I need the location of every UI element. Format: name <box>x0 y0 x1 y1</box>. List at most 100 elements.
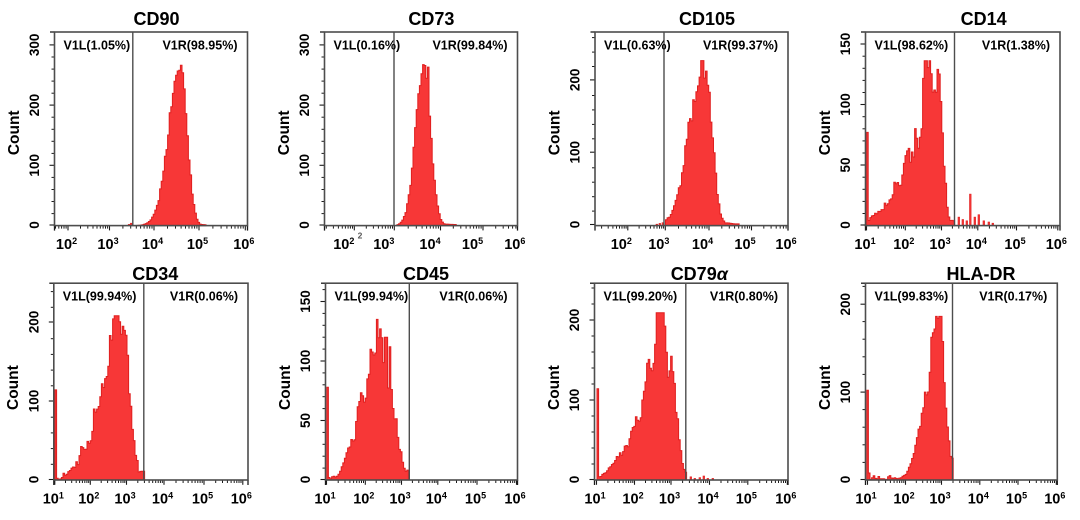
svg-text:V1L(99.20%): V1L(99.20%) <box>604 290 678 304</box>
svg-text:103: 103 <box>114 491 135 508</box>
svg-text:104: 104 <box>426 491 447 508</box>
svg-text:150: 150 <box>838 33 853 56</box>
svg-text:102: 102 <box>893 236 914 253</box>
svg-text:105: 105 <box>736 491 757 508</box>
svg-text:V1R(0.17%): V1R(0.17%) <box>979 290 1047 304</box>
svg-text:200: 200 <box>838 293 853 316</box>
svg-text:CD45: CD45 <box>403 264 449 284</box>
svg-text:106: 106 <box>1044 491 1065 508</box>
svg-text:102: 102 <box>56 236 77 253</box>
svg-text:105: 105 <box>192 491 213 508</box>
svg-text:100: 100 <box>838 93 853 116</box>
svg-text:V1L(0.63%): V1L(0.63%) <box>604 39 671 53</box>
svg-text:101: 101 <box>43 491 64 508</box>
svg-text:150: 150 <box>298 290 313 313</box>
svg-text:0: 0 <box>567 476 582 484</box>
svg-text:CD14: CD14 <box>961 9 1007 29</box>
svg-text:102: 102 <box>78 491 99 508</box>
svg-text:V1R(0.80%): V1R(0.80%) <box>710 290 778 304</box>
svg-text:105: 105 <box>1004 236 1025 253</box>
svg-text:100: 100 <box>297 154 312 177</box>
svg-text:104: 104 <box>152 491 173 508</box>
svg-text:101: 101 <box>854 236 875 253</box>
svg-text:200: 200 <box>26 311 41 334</box>
svg-text:V1L(99.83%): V1L(99.83%) <box>875 290 949 304</box>
svg-text:100: 100 <box>838 381 853 404</box>
svg-text:V1R(99.37%): V1R(99.37%) <box>703 39 778 53</box>
svg-text:106: 106 <box>231 491 252 508</box>
svg-text:100: 100 <box>26 390 41 413</box>
svg-text:200: 200 <box>27 94 42 117</box>
svg-text:104: 104 <box>697 491 718 508</box>
svg-text:0: 0 <box>838 221 853 229</box>
svg-text:Count: Count <box>546 365 563 410</box>
svg-text:Count: Count <box>817 110 834 155</box>
svg-text:103: 103 <box>648 236 669 253</box>
svg-text:105: 105 <box>187 236 208 253</box>
svg-text:V1R(0.06%): V1R(0.06%) <box>439 290 507 304</box>
svg-text:104: 104 <box>968 491 989 508</box>
svg-text:50: 50 <box>298 413 313 428</box>
svg-text:0: 0 <box>838 476 853 484</box>
svg-text:200: 200 <box>568 69 583 92</box>
svg-text:106: 106 <box>775 236 796 253</box>
svg-text:102: 102 <box>893 491 914 508</box>
svg-text:103: 103 <box>659 491 680 508</box>
svg-text:CD105: CD105 <box>679 9 735 29</box>
svg-text:0: 0 <box>297 221 312 229</box>
svg-text:101: 101 <box>584 491 605 508</box>
svg-text:104: 104 <box>142 236 163 253</box>
svg-text:103: 103 <box>929 236 950 253</box>
svg-text:103: 103 <box>389 491 410 508</box>
svg-text:V1R(99.84%): V1R(99.84%) <box>432 39 507 53</box>
svg-text:106: 106 <box>504 236 525 253</box>
svg-text:Count: Count <box>6 110 23 155</box>
svg-text:2: 2 <box>358 231 363 241</box>
svg-text:300: 300 <box>297 34 312 57</box>
svg-text:100: 100 <box>27 154 42 177</box>
svg-text:101: 101 <box>314 491 335 508</box>
svg-text:HLA-DR: HLA-DR <box>947 264 1016 284</box>
svg-text:103: 103 <box>929 491 950 508</box>
svg-text:0: 0 <box>298 476 313 484</box>
svg-text:103: 103 <box>97 236 118 253</box>
svg-text:100: 100 <box>567 389 582 412</box>
svg-text:106: 106 <box>1046 236 1067 253</box>
svg-text:101: 101 <box>855 491 876 508</box>
svg-text:106: 106 <box>775 491 796 508</box>
svg-text:Count: Count <box>546 110 563 155</box>
svg-text:V1L(99.94%): V1L(99.94%) <box>63 290 137 304</box>
svg-text:106: 106 <box>504 491 525 508</box>
svg-text:CD73: CD73 <box>408 9 454 29</box>
svg-text:CD79α: CD79α <box>671 264 729 284</box>
svg-text:300: 300 <box>27 34 42 57</box>
svg-text:V1R(1.38%): V1R(1.38%) <box>982 39 1050 53</box>
svg-text:0: 0 <box>26 476 41 484</box>
svg-text:104: 104 <box>692 236 713 253</box>
svg-text:105: 105 <box>462 236 483 253</box>
svg-text:105: 105 <box>465 491 486 508</box>
svg-text:102: 102 <box>333 236 354 253</box>
svg-text:104: 104 <box>419 236 440 253</box>
svg-text:0: 0 <box>27 221 42 229</box>
svg-text:105: 105 <box>1006 491 1027 508</box>
svg-text:Count: Count <box>277 365 294 410</box>
svg-text:103: 103 <box>373 236 394 253</box>
svg-text:Count: Count <box>817 365 834 410</box>
svg-text:CD90: CD90 <box>133 9 179 29</box>
svg-text:106: 106 <box>233 236 254 253</box>
svg-text:CD34: CD34 <box>132 264 178 284</box>
svg-text:V1L(0.16%): V1L(0.16%) <box>334 39 401 53</box>
svg-text:102: 102 <box>622 491 643 508</box>
svg-text:50: 50 <box>838 157 853 172</box>
svg-text:0: 0 <box>568 221 583 229</box>
svg-text:V1R(0.06%): V1R(0.06%) <box>170 290 238 304</box>
svg-text:Count: Count <box>5 365 22 410</box>
svg-text:102: 102 <box>353 491 374 508</box>
svg-text:V1L(98.62%): V1L(98.62%) <box>875 39 949 53</box>
svg-text:104: 104 <box>966 236 987 253</box>
svg-text:100: 100 <box>298 350 313 373</box>
svg-text:200: 200 <box>567 309 582 332</box>
svg-text:V1L(1.05%): V1L(1.05%) <box>64 39 131 53</box>
svg-text:V1L(99.94%): V1L(99.94%) <box>335 290 409 304</box>
